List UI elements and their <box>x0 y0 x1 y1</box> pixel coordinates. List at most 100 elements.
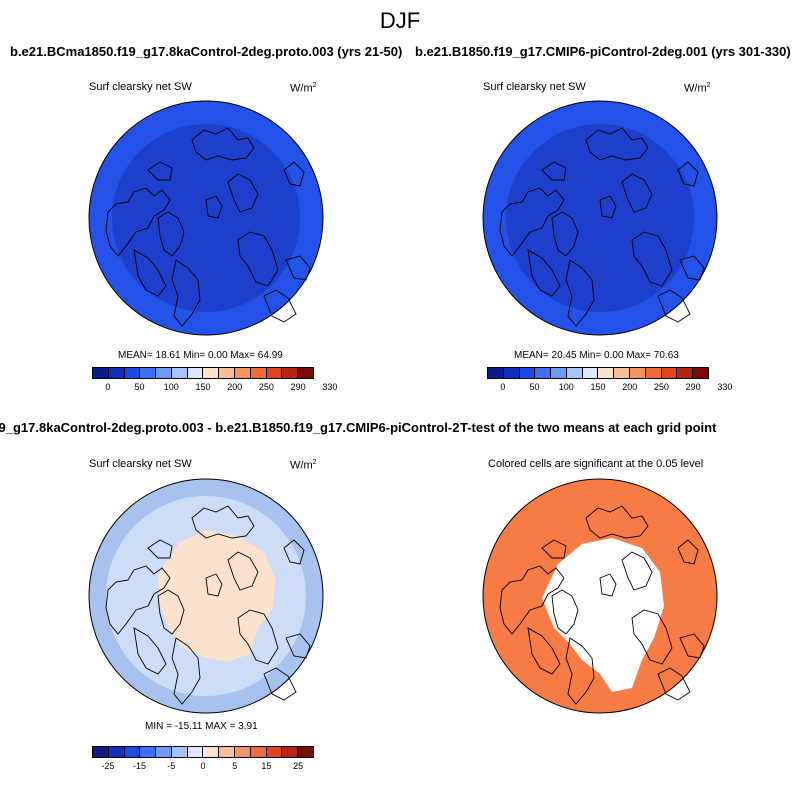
coastline-10 <box>283 161 305 187</box>
colorbar-cell <box>566 368 583 378</box>
panel-4-subtitle: Colored cells are significant at the 0.0… <box>488 458 704 470</box>
colorbar-cell <box>298 368 313 378</box>
colorbar-cell <box>266 368 283 378</box>
coastline-10 <box>283 539 305 565</box>
panel-3-title-clip: b.e21.BCma1850.f19_g17.8kaControl-2deg.p… <box>0 420 460 438</box>
colorbar-cell <box>171 747 188 757</box>
colorbar-cell <box>661 368 678 378</box>
panel-3-colorbar <box>92 746 314 758</box>
coastline-0 <box>499 187 565 257</box>
colorbar-tick-label: 50 <box>529 382 540 392</box>
coastline-9 <box>679 255 705 281</box>
coastline-5 <box>621 173 653 213</box>
colorbar-tick-label: 100 <box>163 382 179 392</box>
colorbar-cell <box>677 368 694 378</box>
coastline-5 <box>227 173 259 213</box>
coastline-6 <box>205 573 223 597</box>
coastline-11 <box>541 161 567 181</box>
colorbar-cell <box>298 747 313 757</box>
colorbar-cell <box>282 368 299 378</box>
colorbar-tick-label: 200 <box>227 382 243 392</box>
panel-1-title: b.e21.BCma1850.f19_g17.8kaControl-2deg.p… <box>10 44 403 59</box>
colorbar-tick-label: 0 <box>500 382 506 392</box>
coastline-8 <box>263 289 297 323</box>
colorbar-cell <box>235 747 251 757</box>
coastline-6 <box>599 573 617 597</box>
panel-1-units: W/m2 <box>290 82 317 95</box>
colorbar-tick-label: -15 <box>133 761 147 771</box>
field-pole-hole <box>576 570 628 622</box>
coastline-5 <box>621 551 653 591</box>
coastline-9 <box>285 255 311 281</box>
colorbar-tick-label: 100 <box>558 382 574 392</box>
coastline-2 <box>551 211 579 257</box>
coastline-0 <box>499 565 565 635</box>
panel-2-subtitle: Surf clearsky net SW <box>483 81 586 93</box>
panel-2-stats: MEAN= 20.45 Min= 0.00 Max= 70.63 <box>514 350 679 361</box>
colorbar-cell <box>551 368 567 378</box>
colorbar-cell <box>140 747 157 757</box>
coastline-6 <box>205 195 223 219</box>
panel-2-colorbar <box>487 367 709 379</box>
colorbar-cell <box>219 747 236 757</box>
panel-3-title: b.e21.BCma1850.f19_g17.8kaControl-2deg.p… <box>0 420 460 435</box>
panel-4-title: T-test of the two means at each grid poi… <box>460 420 717 435</box>
panel-1-colorbar <box>92 367 314 379</box>
coastline-9 <box>285 633 311 659</box>
panel-4-map <box>482 478 718 714</box>
colorbar-cell <box>140 368 157 378</box>
colorbar-cell <box>124 368 141 378</box>
colorbar-cell <box>630 368 646 378</box>
colorbar-cell <box>282 747 299 757</box>
colorbar-tick-label: 290 <box>685 382 701 392</box>
colorbar-cell <box>171 368 188 378</box>
coastline-6 <box>599 195 617 219</box>
coastline-3 <box>565 259 595 327</box>
colorbar-tick-label: 150 <box>590 382 606 392</box>
coastline-2 <box>551 589 579 635</box>
colorbar-cell <box>488 368 504 378</box>
coastline-11 <box>147 161 173 181</box>
panel-1-subtitle: Surf clearsky net SW <box>89 81 192 93</box>
coastline-7 <box>237 231 279 287</box>
panel-1-map <box>88 100 324 336</box>
coastline-1 <box>133 627 167 675</box>
colorbar-tick-label: 50 <box>134 382 145 392</box>
panel-3-stats: MIN = -15.11 MAX = 3.91 <box>145 721 258 732</box>
coastline-7 <box>631 609 673 665</box>
coastline-1 <box>133 249 167 297</box>
colorbar-cell <box>108 368 125 378</box>
colorbar-cell <box>250 747 267 757</box>
colorbar-cell <box>124 747 141 757</box>
coastline-2 <box>157 589 185 635</box>
colorbar-cell <box>203 747 220 757</box>
colorbar-cell <box>187 368 204 378</box>
coastline-1 <box>527 249 561 297</box>
colorbar-tick-label: 0 <box>200 761 206 771</box>
colorbar-tick-label: -25 <box>101 761 115 771</box>
figure-title: DJF <box>379 8 421 33</box>
coastline-0 <box>105 565 171 635</box>
colorbar-tick-label: 290 <box>290 382 306 392</box>
colorbar-tick-label: 25 <box>293 761 304 771</box>
panel-2-units: W/m2 <box>684 82 711 95</box>
colorbar-cell <box>582 368 599 378</box>
coastline-8 <box>263 667 297 701</box>
panel-3-subtitle: Surf clearsky net SW <box>89 458 192 470</box>
coastline-1 <box>527 627 561 675</box>
coastline-11 <box>541 539 567 559</box>
coastline-3 <box>565 637 595 705</box>
coastline-4 <box>585 127 649 161</box>
colorbar-cell <box>219 368 236 378</box>
coastline-10 <box>677 539 699 565</box>
colorbar-tick-label: 200 <box>622 382 638 392</box>
colorbar-cell <box>250 368 267 378</box>
colorbar-cell <box>503 368 520 378</box>
colorbar-cell <box>266 747 283 757</box>
coastline-4 <box>191 127 255 161</box>
colorbar-cell <box>108 747 125 757</box>
coastline-8 <box>657 667 691 701</box>
colorbar-cell <box>156 747 172 757</box>
colorbar-tick-label: 0 <box>105 382 111 392</box>
map-border <box>482 100 718 336</box>
